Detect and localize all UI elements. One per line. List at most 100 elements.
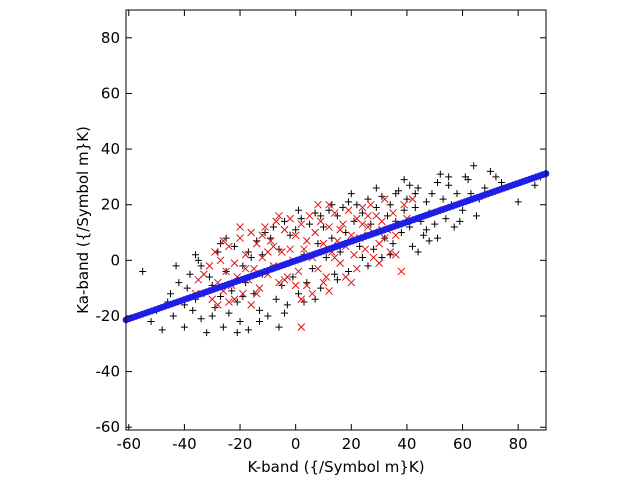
plus-point xyxy=(442,215,450,223)
cross-point xyxy=(297,295,306,304)
cross-point xyxy=(316,217,325,226)
plus-series xyxy=(139,162,544,337)
cross-point xyxy=(380,195,389,203)
plus-point xyxy=(450,223,458,231)
plus-point xyxy=(472,212,480,220)
cross-point xyxy=(322,273,331,281)
plus-point xyxy=(453,190,461,198)
plus-point xyxy=(358,254,366,262)
plus-point xyxy=(389,240,397,248)
plus-point xyxy=(456,217,464,225)
plus-point xyxy=(275,323,283,331)
cross-point xyxy=(194,275,203,284)
plus-point xyxy=(180,323,188,331)
cross-point xyxy=(330,253,339,262)
plus-point xyxy=(347,190,355,198)
plus-point xyxy=(492,173,500,181)
cross-point xyxy=(241,250,250,259)
plus-point xyxy=(256,306,264,314)
y-tick-label: 80 xyxy=(101,29,120,47)
cross-point xyxy=(302,281,311,290)
x-tick-label: 60 xyxy=(453,435,472,453)
plus-point xyxy=(392,190,400,198)
cross-point xyxy=(264,248,272,256)
plus-point xyxy=(264,312,272,320)
cross-point xyxy=(272,217,281,226)
plus-point xyxy=(286,231,294,239)
cross-point xyxy=(241,264,250,273)
plus-point xyxy=(372,184,380,192)
cross-point xyxy=(236,234,244,242)
plus-point xyxy=(408,242,416,250)
y-tick-label: 0 xyxy=(110,251,120,269)
cross-point xyxy=(286,214,294,223)
cross-point xyxy=(358,203,367,212)
plus-point xyxy=(197,315,205,323)
plus-point xyxy=(294,206,302,214)
plus-point xyxy=(406,181,414,189)
cross-point xyxy=(350,250,358,259)
cross-point xyxy=(391,231,400,240)
cross-point xyxy=(280,225,289,234)
x-tick-label: -60 xyxy=(117,435,142,453)
y-tick-label: -60 xyxy=(96,418,121,436)
plus-point xyxy=(317,212,325,220)
plus-point xyxy=(514,198,522,206)
plus-point xyxy=(370,245,378,253)
plus-point xyxy=(228,287,236,295)
plus-point xyxy=(169,312,177,320)
cross-point xyxy=(336,225,345,234)
cross-series xyxy=(191,195,417,331)
cross-point xyxy=(225,298,233,306)
cross-point xyxy=(347,278,356,287)
cross-point xyxy=(247,300,256,309)
cross-point xyxy=(344,206,353,215)
plus-point xyxy=(192,251,200,259)
plus-point xyxy=(292,226,300,234)
cross-point xyxy=(230,259,239,267)
cross-point xyxy=(325,287,333,295)
cross-point xyxy=(211,248,219,256)
cross-point xyxy=(308,289,317,298)
plus-point xyxy=(172,262,180,270)
cross-point xyxy=(275,211,283,220)
plus-point xyxy=(336,248,344,256)
plus-point xyxy=(333,276,341,284)
plus-point xyxy=(486,167,494,175)
cross-point xyxy=(277,248,286,256)
plus-point xyxy=(233,329,241,337)
plus-point xyxy=(308,265,316,273)
plus-point xyxy=(414,184,422,192)
y-axis: -60 -40 -20 0 20 40 60 80 xyxy=(96,29,546,436)
y-tick-label: 20 xyxy=(101,196,120,214)
cross-point xyxy=(291,231,300,240)
plus-point xyxy=(345,198,353,206)
cross-point xyxy=(314,200,322,209)
plus-point xyxy=(189,306,197,314)
x-tick-label: -40 xyxy=(172,435,197,453)
cross-point xyxy=(391,250,400,259)
plus-point xyxy=(230,242,238,250)
plus-point xyxy=(425,237,433,245)
cross-point xyxy=(319,239,328,248)
y-tick-label: -40 xyxy=(96,363,121,381)
cross-point xyxy=(364,211,372,220)
plus-point xyxy=(434,178,442,186)
cross-point xyxy=(236,223,244,231)
cross-point xyxy=(205,262,214,270)
plus-point xyxy=(219,323,227,331)
plus-point xyxy=(400,206,408,214)
plus-point xyxy=(225,309,233,317)
cross-point xyxy=(361,245,370,254)
cross-point xyxy=(358,220,367,229)
x-tick-label: 20 xyxy=(342,435,361,453)
cross-point xyxy=(397,267,406,276)
cross-point xyxy=(380,234,389,242)
y-tick-label: 40 xyxy=(101,140,120,158)
plus-point xyxy=(497,178,505,186)
cross-point xyxy=(339,220,347,229)
plus-point xyxy=(281,309,289,317)
cross-point xyxy=(230,295,239,304)
cross-point xyxy=(325,200,333,209)
